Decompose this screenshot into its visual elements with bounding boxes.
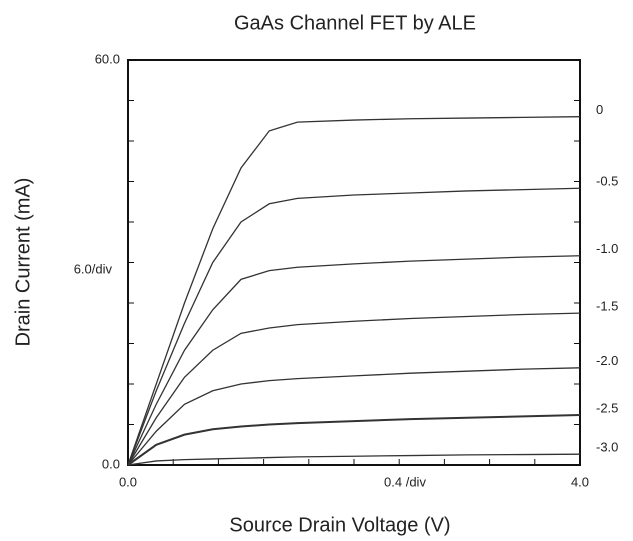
chart-title: GaAs Channel FET by ALE <box>234 12 476 34</box>
curve-label: 0 <box>596 102 603 117</box>
x-scale-annotation: 0.4 /div <box>384 474 426 489</box>
iv-curve <box>127 116 581 466</box>
curve-label: -1.0 <box>596 241 618 256</box>
iv-curve <box>127 453 581 466</box>
curve-label: -2.0 <box>596 353 618 368</box>
iv-curve <box>127 255 581 466</box>
iv-curve <box>127 187 581 466</box>
iv-curve <box>127 367 581 466</box>
x-axis-label: Source Drain Voltage (V) <box>229 514 450 536</box>
y-tick-label: 60.0 <box>95 51 120 66</box>
y-axis-label: Drain Current (mA) <box>12 178 34 347</box>
y-scale-annotation: 6.0/div <box>74 261 113 276</box>
curve-label: -0.5 <box>596 174 618 189</box>
y-tick-label: 0.0 <box>102 456 120 471</box>
plot-frame <box>127 59 581 466</box>
curve-label: -1.5 <box>596 299 618 314</box>
iv-curve <box>127 414 581 466</box>
curve-label: -3.0 <box>596 440 618 455</box>
curve-label: -2.5 <box>596 400 618 415</box>
x-tick-label: 4.0 <box>571 474 589 489</box>
iv-curve <box>127 312 581 466</box>
x-tick-label: 0.0 <box>119 474 137 489</box>
